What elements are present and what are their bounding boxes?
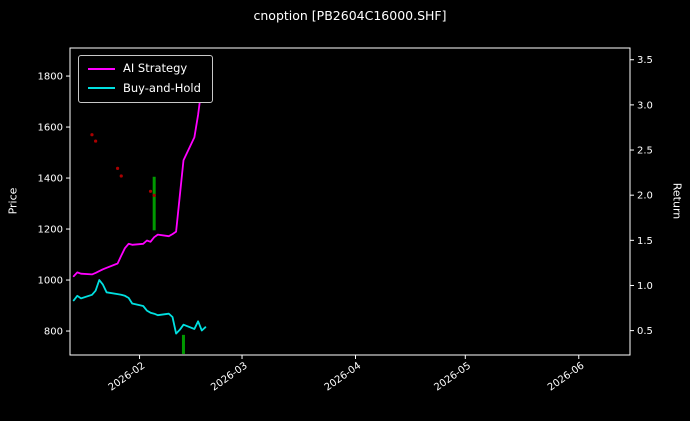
y-tick-label-left: 1200 xyxy=(38,225,63,236)
y-tick-label-right: 3.5 xyxy=(637,55,653,66)
ai-strategy-line-swatch xyxy=(88,67,115,70)
red-dot-marker xyxy=(119,174,123,178)
y-tick-label-right: 1.0 xyxy=(637,281,653,292)
y-tick-label-right: 2.5 xyxy=(637,146,653,157)
x-tick-label: 2026-03 xyxy=(209,360,250,393)
red-dot-marker xyxy=(94,139,98,143)
red-dot-marker xyxy=(148,189,153,193)
x-tick-label: 2026-02 xyxy=(107,360,148,393)
y-tick-label-left: 1800 xyxy=(38,72,63,83)
y-tick-label-left: 1600 xyxy=(38,123,63,134)
ai-strategy-line xyxy=(72,63,207,278)
legend-label-ai-strategy: AI Strategy xyxy=(123,61,188,75)
plot-border xyxy=(69,47,631,356)
y-tick-label-right: 0.5 xyxy=(637,326,653,337)
y-tick-label-right: 1.5 xyxy=(637,236,653,247)
legend-item-ai-strategy: AI Strategy xyxy=(88,61,201,75)
x-tick-label: 2026-06 xyxy=(546,360,587,393)
x-tick-label: 2026-05 xyxy=(432,360,473,393)
buy-and-hold-line-swatch xyxy=(88,87,115,90)
y-tick-label-right: 2.0 xyxy=(637,191,653,202)
red-dot-marker xyxy=(90,133,94,137)
y-tick-label-left: 1400 xyxy=(38,174,63,185)
red-dot-marker xyxy=(152,193,156,197)
legend-label-buy-and-hold: Buy-and-Hold xyxy=(123,80,201,95)
y-axis-label-price: Price xyxy=(6,187,20,215)
y-tick-label-left: 800 xyxy=(44,327,63,338)
y-axis-label-return: Return xyxy=(670,182,684,220)
legend: AI Strategy Buy-and-Hold xyxy=(78,55,213,103)
buy-and-hold-line xyxy=(72,279,207,335)
chart-title: cnoption [PB2604C16000.SHF] xyxy=(253,8,447,23)
x-tick-label: 2026-04 xyxy=(323,360,364,393)
legend-item-buy-and-hold: Buy-and-Hold xyxy=(88,80,201,95)
red-dot-marker xyxy=(115,166,120,170)
y-tick-label-right: 3.0 xyxy=(637,100,653,111)
y-tick-label-left: 1000 xyxy=(38,276,63,287)
